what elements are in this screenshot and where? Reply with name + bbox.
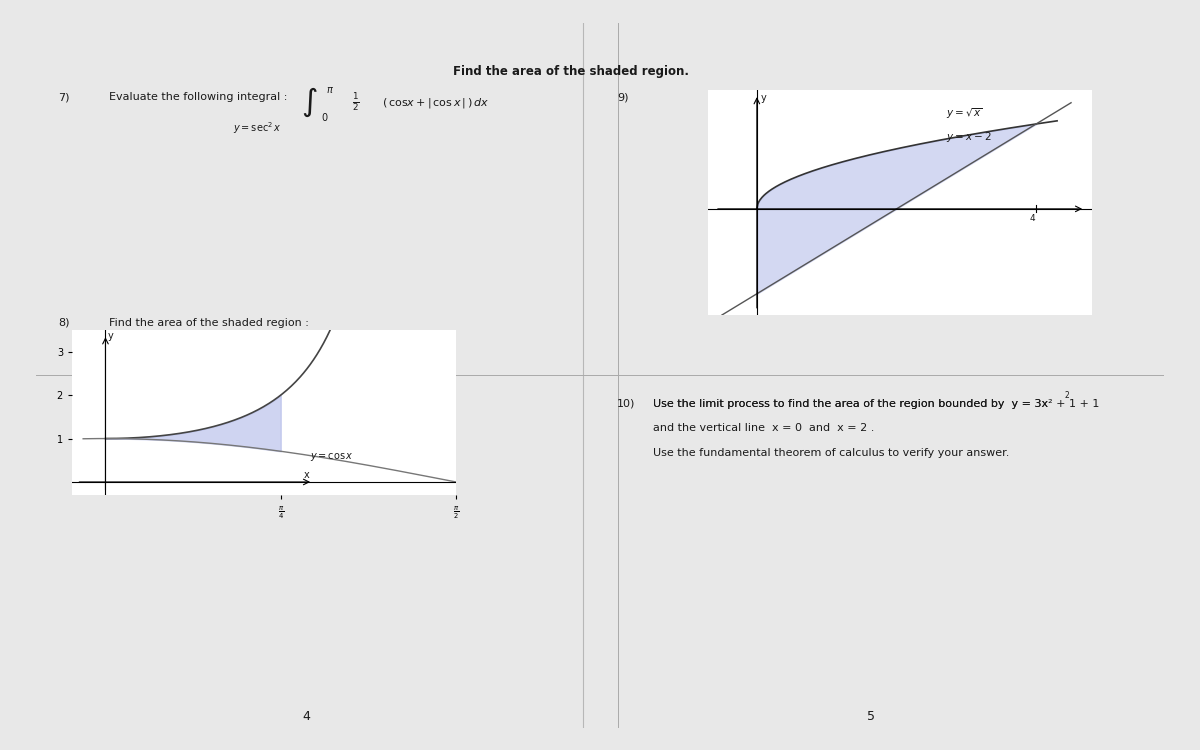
- Text: Use the fundamental theorem of calculus to verify your answer.: Use the fundamental theorem of calculus …: [653, 448, 1009, 458]
- Text: 5: 5: [866, 710, 875, 724]
- Text: x: x: [304, 470, 310, 481]
- Text: 4: 4: [1030, 214, 1034, 223]
- Text: Use the limit process to find the area of the region bounded by  y = 3x² + 1: Use the limit process to find the area o…: [653, 399, 1076, 409]
- Text: $y = \sec^2 x$: $y = \sec^2 x$: [233, 120, 282, 136]
- Text: Find the area of the shaded region :: Find the area of the shaded region :: [109, 318, 310, 328]
- Text: 10): 10): [617, 399, 635, 409]
- Text: 9): 9): [617, 92, 629, 102]
- Text: $\pi$: $\pi$: [326, 85, 334, 95]
- Text: 7): 7): [59, 92, 70, 102]
- Text: $y = x - 2$: $y = x - 2$: [946, 130, 991, 143]
- Text: y: y: [761, 92, 766, 103]
- Text: Find the area of the shaded region.: Find the area of the shaded region.: [454, 65, 689, 79]
- Text: y: y: [108, 331, 114, 340]
- Text: 4: 4: [302, 710, 311, 724]
- Text: $\int$: $\int$: [301, 86, 318, 118]
- Text: + 1: + 1: [1076, 399, 1099, 409]
- Text: $0$: $0$: [322, 111, 329, 123]
- Text: 2: 2: [1064, 392, 1069, 400]
- Text: $\frac{1}{2}$: $\frac{1}{2}$: [352, 92, 360, 113]
- Text: $(\,\mathrm{cos}x + |\,\mathrm{cos}\,x\,|\,)\,dx$: $(\,\mathrm{cos}x + |\,\mathrm{cos}\,x\,…: [383, 96, 490, 110]
- Text: $y = \cos x$: $y = \cos x$: [310, 451, 354, 463]
- Text: and the vertical line  x = 0  and  x = 2 .: and the vertical line x = 0 and x = 2 .: [653, 424, 875, 433]
- Text: Use the limit process to find the area of the region bounded by  y = 3x: Use the limit process to find the area o…: [653, 399, 1048, 409]
- Text: Evaluate the following integral :: Evaluate the following integral :: [109, 92, 288, 102]
- Text: $y = \sqrt{x}$: $y = \sqrt{x}$: [946, 106, 983, 121]
- Text: 8): 8): [59, 318, 70, 328]
